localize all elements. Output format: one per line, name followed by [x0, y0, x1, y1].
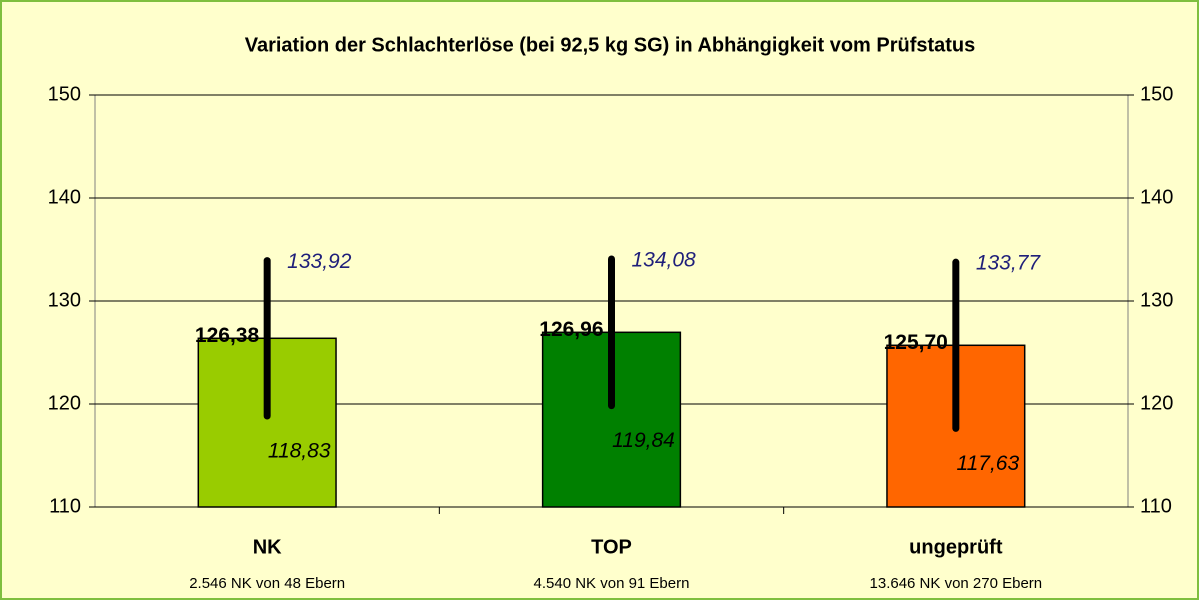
x-tick-label: TOP: [591, 536, 632, 558]
category-note: 13.646 NK von 270 Ebern: [870, 575, 1043, 592]
value-label: 125,70: [884, 331, 948, 354]
y2-tick-label: 120: [1140, 392, 1173, 414]
y2-tick-label: 110: [1140, 495, 1172, 517]
low-label: 118,83: [268, 440, 331, 463]
y-tick-label: 110: [49, 495, 81, 517]
y2-tick-label: 150: [1140, 83, 1173, 105]
y-tick-label: 120: [48, 392, 81, 414]
y2-tick-label: 130: [1140, 289, 1173, 311]
y-tick-label: 150: [48, 83, 81, 105]
y-tick-label: 140: [48, 186, 81, 208]
high-label: 133,92: [287, 250, 352, 273]
value-label: 126,96: [539, 318, 603, 341]
high-label: 134,08: [632, 249, 697, 272]
y2-tick-label: 140: [1140, 186, 1173, 208]
y-tick-label: 130: [48, 289, 81, 311]
category-note: 4.540 NK von 91 Ebern: [534, 575, 690, 592]
high-label: 133,77: [976, 252, 1042, 275]
x-tick-label: NK: [253, 536, 282, 558]
category-note: 2.546 NK von 48 Ebern: [189, 575, 345, 592]
low-label: 117,63: [956, 452, 1019, 475]
x-tick-label: ungeprüft: [909, 536, 1003, 558]
low-label: 119,84: [612, 429, 675, 452]
value-label: 126,38: [195, 324, 260, 347]
chart-title: Variation der Schlachterlöse (bei 92,5 k…: [245, 34, 976, 56]
